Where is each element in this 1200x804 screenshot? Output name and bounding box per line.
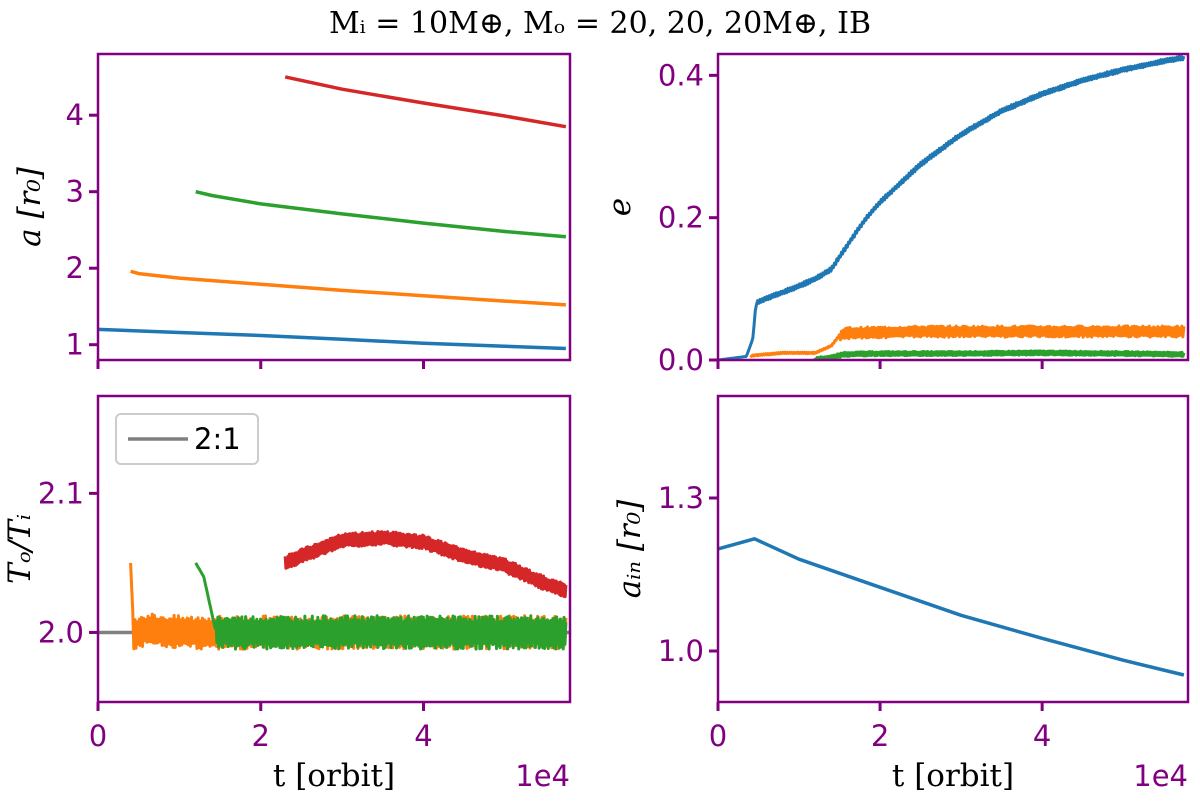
y-axis-label: e bbox=[602, 198, 638, 216]
x-axis-label: t [orbit] bbox=[892, 758, 1014, 794]
series-line-blue bbox=[718, 537, 1185, 677]
series-line-red bbox=[283, 530, 568, 599]
x-tick-label: 4 bbox=[414, 719, 432, 753]
y-tick-label: 0.4 bbox=[658, 58, 704, 92]
y-tick-label: 4 bbox=[66, 98, 84, 132]
series-line-orange bbox=[749, 324, 1186, 358]
plot-area bbox=[718, 537, 1185, 677]
figure-title: Mᵢ = 10M⊕, Mₒ = 20, 20, 20M⊕, IB bbox=[328, 6, 872, 41]
series-line-green bbox=[813, 349, 1186, 360]
y-axis-label: aᵢₙ [r₀] bbox=[612, 499, 648, 598]
y-axis-label: a [r₀] bbox=[12, 166, 48, 247]
legend-label: 2:1 bbox=[194, 422, 241, 456]
series-line-green bbox=[194, 562, 568, 651]
axes-frame bbox=[96, 394, 572, 704]
axes-frame bbox=[716, 394, 1190, 704]
axes-frame bbox=[96, 52, 572, 362]
y-tick-label: 2.0 bbox=[38, 615, 84, 649]
y-tick-label: 0.0 bbox=[658, 343, 704, 377]
panel-bottom-right: 0 2 4 1.0 1.3 aᵢₙ [r₀] t [orbit] 1e4 bbox=[612, 394, 1190, 794]
panel-top-left: 1 2 3 4 a [r₀] bbox=[12, 52, 572, 369]
y-tick-label: 1.3 bbox=[658, 481, 704, 515]
x-tick-label: 2 bbox=[252, 719, 270, 753]
series-line-green bbox=[195, 189, 567, 239]
y-tick-label: 2 bbox=[66, 251, 84, 285]
series-line-red bbox=[284, 75, 567, 129]
y-tick-label: 0.2 bbox=[658, 201, 704, 235]
x-offset-text: 1e4 bbox=[515, 759, 570, 793]
series-line-blue bbox=[718, 54, 1186, 360]
series-line-blue bbox=[98, 327, 566, 351]
plot-area bbox=[98, 75, 567, 351]
panel-bottom-left: 0 2 4 2.0 2.1Tₒ/Tᵢ t [orbit] 1e4 2:1 bbox=[2, 394, 572, 794]
plot-area bbox=[718, 54, 1186, 360]
x-tick-label: 0 bbox=[89, 719, 107, 753]
x-offset-text: 1e4 bbox=[1133, 759, 1188, 793]
x-tick-label: 4 bbox=[1033, 719, 1051, 753]
y-tick-label: 2.1 bbox=[38, 476, 84, 510]
legend: 2:1 bbox=[115, 413, 259, 465]
plot-area bbox=[98, 530, 570, 651]
y-tick-label: 1 bbox=[66, 328, 84, 362]
x-tick-label: 0 bbox=[709, 719, 727, 753]
y-tick-label: 1.0 bbox=[658, 634, 704, 668]
panel-top-right: 0.0 0.2 0.4 e bbox=[602, 52, 1190, 377]
series-line-orange bbox=[130, 269, 567, 307]
x-tick-label: 2 bbox=[871, 719, 889, 753]
y-axis-label: Tₒ/Tᵢ bbox=[2, 514, 38, 584]
y-tick-label: 3 bbox=[66, 175, 84, 209]
x-axis-label: t [orbit] bbox=[273, 758, 395, 794]
axes-frame bbox=[716, 52, 1190, 362]
